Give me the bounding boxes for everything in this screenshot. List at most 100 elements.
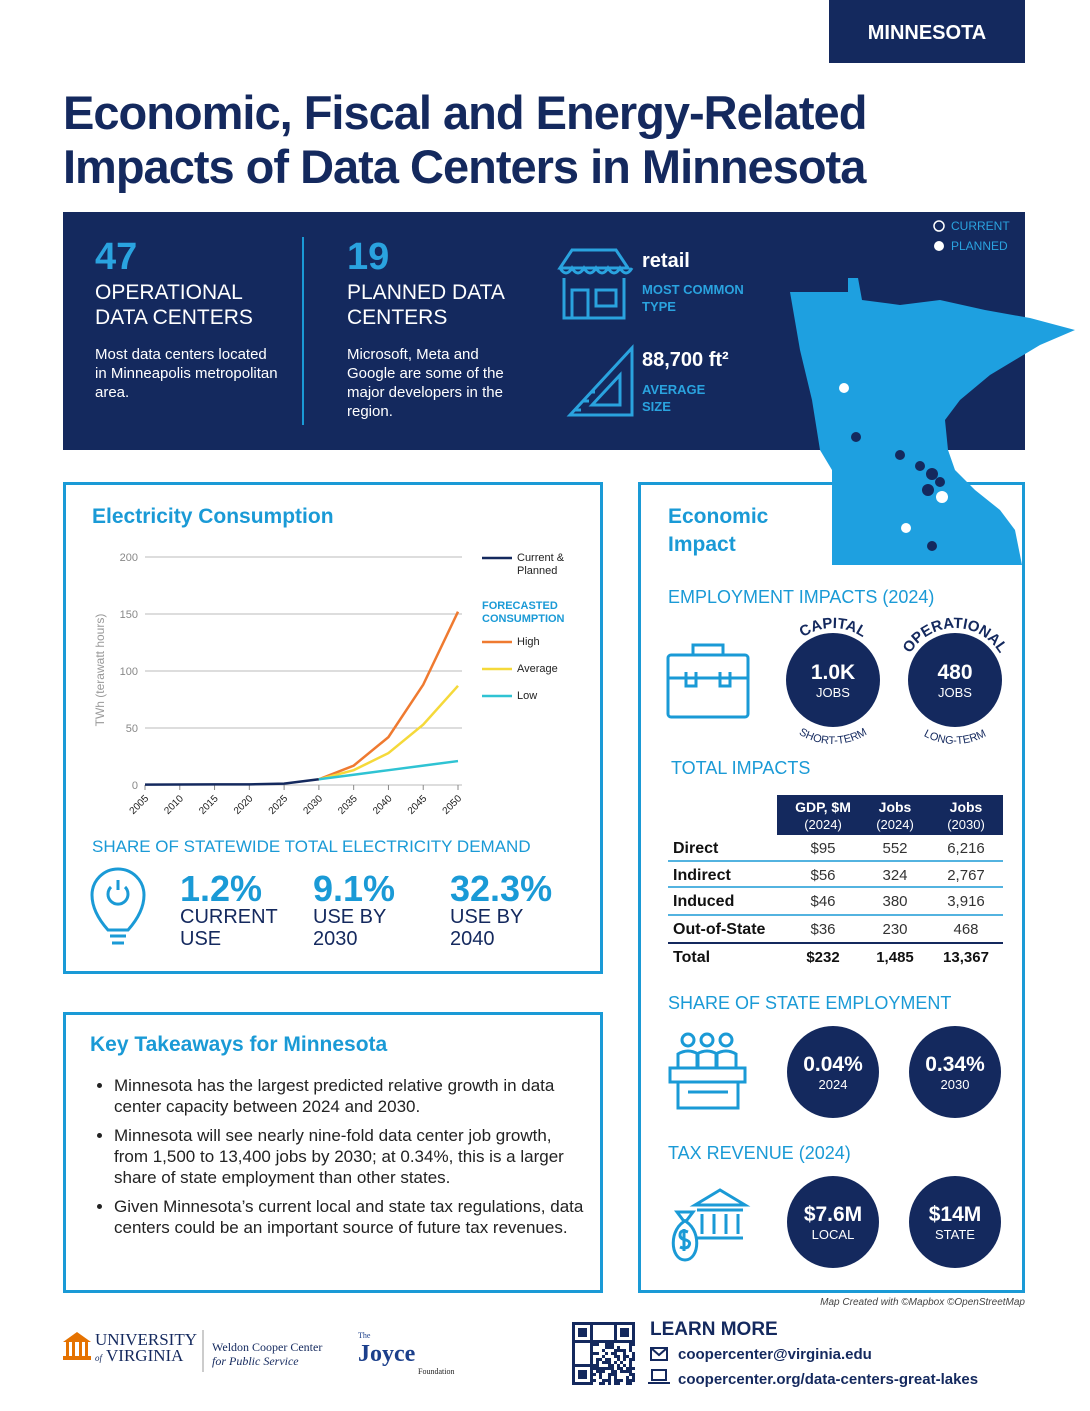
uva-word: VIRGINIA <box>106 1346 184 1365</box>
qr-cell <box>581 1328 584 1331</box>
email[interactable]: coopercenter@virginia.edu <box>678 1346 872 1363</box>
qr-cell <box>581 1364 584 1367</box>
qr-cell <box>620 1367 623 1370</box>
qr-cell <box>572 1322 575 1325</box>
qr-cell <box>611 1370 614 1373</box>
qr-cell <box>617 1322 620 1325</box>
qr-cell <box>620 1379 623 1382</box>
qr-cell <box>572 1370 575 1373</box>
qr-cell <box>590 1352 593 1355</box>
table-header: Jobs <box>950 799 983 815</box>
title: Economic, Fiscal and Energy-Related Impac… <box>63 86 867 194</box>
x-tick-label: 2020 <box>232 793 256 817</box>
qr-cell <box>614 1328 617 1331</box>
qr-cell <box>602 1340 605 1343</box>
qr-cell <box>596 1367 599 1370</box>
arc-label-text: SHORT-TERM <box>797 726 869 747</box>
qr-cell <box>614 1337 617 1340</box>
qr-cell <box>572 1355 575 1358</box>
qr-cell <box>581 1373 584 1376</box>
qr-cell <box>572 1364 575 1367</box>
qr-cell <box>614 1382 617 1385</box>
legend-current <box>933 220 945 232</box>
qr-cell <box>632 1367 635 1370</box>
qr-cell <box>575 1364 578 1367</box>
qr-cell <box>599 1367 602 1370</box>
qr-cell <box>587 1382 590 1385</box>
qr-cell <box>611 1322 614 1325</box>
table-cell: $95 <box>810 840 835 857</box>
table-cell: 380 <box>882 893 907 910</box>
qr-cell <box>629 1340 632 1343</box>
circle-unit: JOBS <box>938 685 972 700</box>
qr-cell <box>608 1376 611 1379</box>
row-label: Out-of-State <box>673 921 766 938</box>
qr-cell <box>614 1325 617 1328</box>
circle-value: 480 <box>937 661 972 684</box>
qr-cell <box>581 1322 584 1325</box>
map-legend: CURRENT <box>951 219 1010 233</box>
qr-cell <box>617 1382 620 1385</box>
qr-cell <box>590 1361 593 1364</box>
qr-cell <box>581 1331 584 1334</box>
type-value: retail <box>642 250 690 272</box>
series-line <box>144 778 320 786</box>
qr-cell <box>584 1331 587 1334</box>
qr-cell <box>614 1379 617 1382</box>
circle-value: 1.0K <box>811 661 855 684</box>
share-value: 32.3% <box>450 868 553 909</box>
qr-cell <box>605 1367 608 1370</box>
qr-cell <box>632 1373 635 1376</box>
qr-cell <box>611 1343 614 1346</box>
subsection-title: EMPLOYMENT IMPACTS (2024) <box>668 587 935 607</box>
url[interactable]: coopercenter.org/data-centers-great-lake… <box>678 1371 979 1388</box>
qr-cell <box>626 1382 629 1385</box>
qr-cell <box>617 1379 620 1382</box>
qr-cell <box>623 1352 626 1355</box>
qr-cell <box>608 1382 611 1385</box>
qr-cell <box>581 1382 584 1385</box>
qr-cell <box>575 1322 578 1325</box>
qr-cell <box>602 1382 605 1385</box>
qr-cell <box>608 1346 611 1349</box>
y-tick-label: 0 <box>132 780 138 792</box>
qr-cell <box>599 1376 602 1379</box>
qr-cell <box>608 1373 611 1376</box>
qr-cell <box>611 1352 614 1355</box>
table-cell: 1,485 <box>876 949 914 966</box>
qr-cell <box>632 1355 635 1358</box>
qr-cell <box>614 1322 617 1325</box>
share-value: 1.2% <box>180 868 263 909</box>
qr-cell <box>572 1376 575 1379</box>
qr-cell <box>626 1331 629 1334</box>
qr-cell <box>617 1355 620 1358</box>
table-cell: 3,916 <box>947 893 985 910</box>
qr-cell <box>605 1379 608 1382</box>
qr-cell <box>623 1370 626 1373</box>
bulb-icon <box>90 867 146 945</box>
qr-cell <box>608 1343 611 1346</box>
qr-cell <box>602 1367 605 1370</box>
qr-cell <box>614 1373 617 1376</box>
job-circle <box>908 633 1002 727</box>
share-title: SHARE OF STATEWIDE TOTAL ELECTRICITY DEM… <box>92 837 531 856</box>
qr-cell <box>629 1379 632 1382</box>
briefcase-icon <box>666 643 750 719</box>
qr-cell <box>629 1322 632 1325</box>
qr-cell <box>611 1340 614 1343</box>
y-tick-label: 100 <box>120 666 138 678</box>
qr-cell <box>593 1379 596 1382</box>
table-cell: $36 <box>810 921 835 938</box>
qr-cell <box>605 1343 608 1346</box>
takeaway: Minnesota will see nearly nine-fold data… <box>114 1125 584 1188</box>
tax-icon <box>671 1188 751 1262</box>
qr-cell <box>593 1343 596 1346</box>
x-tick-label: 2015 <box>197 793 221 817</box>
qr-cell <box>626 1367 629 1370</box>
qr-cell <box>590 1334 593 1337</box>
qr-cell <box>608 1364 611 1367</box>
qr-cell <box>608 1379 611 1382</box>
qr-cell <box>632 1352 635 1355</box>
section-title: Key Takeaways for Minnesota <box>90 1033 388 1056</box>
table-header: Jobs <box>879 799 912 815</box>
